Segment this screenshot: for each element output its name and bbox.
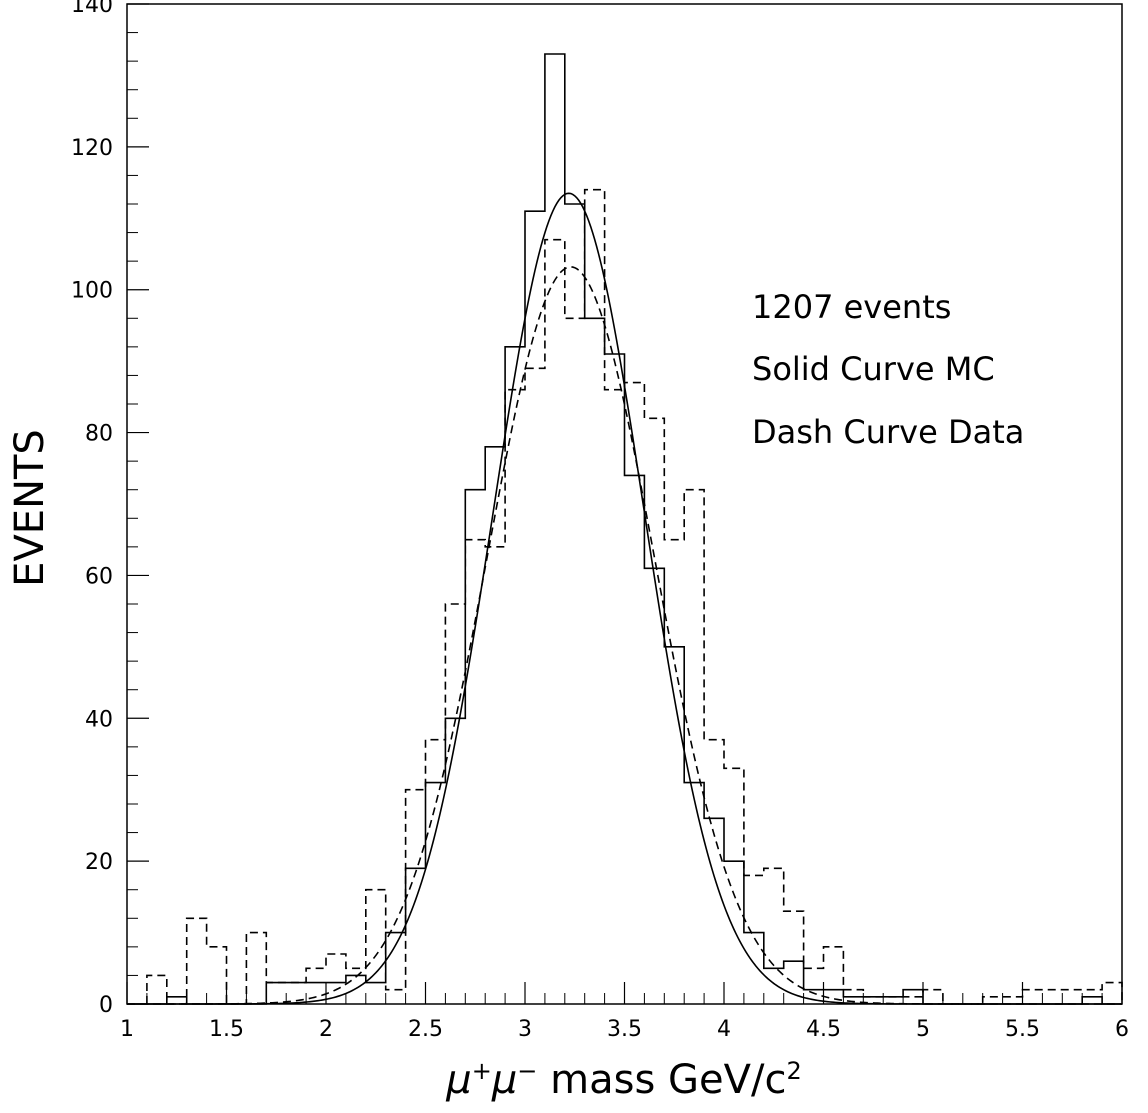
annotation-dash-curve: Dash Curve Data xyxy=(752,413,1024,451)
y-tick-label: 40 xyxy=(85,707,113,732)
x-tick-label: 2.5 xyxy=(408,1017,443,1042)
y-tick-label: 60 xyxy=(85,564,113,589)
y-axis: 0 20 40 60 80 100 120 140 xyxy=(71,0,149,1018)
x-tick-label: 3 xyxy=(518,1017,532,1042)
x-axis-title-mu2: μ xyxy=(491,1057,517,1103)
histogram-bars-solid xyxy=(127,53,1122,1005)
x-tick-label: 5 xyxy=(916,1017,930,1042)
x-axis-title-exp: 2 xyxy=(786,1057,801,1085)
x-tick-label: 1 xyxy=(120,1017,134,1042)
x-tick-label: 6 xyxy=(1115,1017,1129,1042)
y-tick-label: 100 xyxy=(71,279,113,304)
annotation-event-count: 1207 events xyxy=(752,288,951,326)
plot-frame xyxy=(126,3,1123,1005)
y-tick-label: 140 xyxy=(71,0,113,18)
fit-curve-solid xyxy=(127,192,1122,1005)
y-tick-label: 120 xyxy=(71,136,113,161)
x-tick-label: 2 xyxy=(319,1017,333,1042)
x-axis-title: μ+μ− mass GeV/c2 xyxy=(445,1057,801,1103)
x-tick-label: 1.5 xyxy=(209,1017,244,1042)
y-axis-title: EVENTS xyxy=(7,429,53,587)
x-axis-title-plus: + xyxy=(472,1057,492,1085)
fit-curve-dashed xyxy=(127,266,1122,1005)
y-tick-label: 80 xyxy=(85,422,113,447)
annotation-solid-curve: Solid Curve MC xyxy=(752,350,995,388)
x-axis-title-mu1: μ xyxy=(445,1057,471,1103)
x-tick-label: 4.5 xyxy=(806,1017,841,1042)
y-tick-label: 0 xyxy=(99,993,113,1018)
x-axis-title-text: mass GeV/c xyxy=(537,1057,786,1103)
x-tick-label: 3.5 xyxy=(607,1017,642,1042)
y-tick-label: 20 xyxy=(85,850,113,875)
x-tick-label: 4 xyxy=(717,1017,731,1042)
x-axis: 1 1.5 2 2.5 3 3.5 4 4.5 5 5.5 6 xyxy=(120,982,1129,1042)
histogram-bars-dashed xyxy=(146,188,1123,1005)
series-layer xyxy=(127,53,1123,1005)
x-axis-title-minus: − xyxy=(517,1057,537,1085)
x-tick-label: 5.5 xyxy=(1005,1017,1040,1042)
